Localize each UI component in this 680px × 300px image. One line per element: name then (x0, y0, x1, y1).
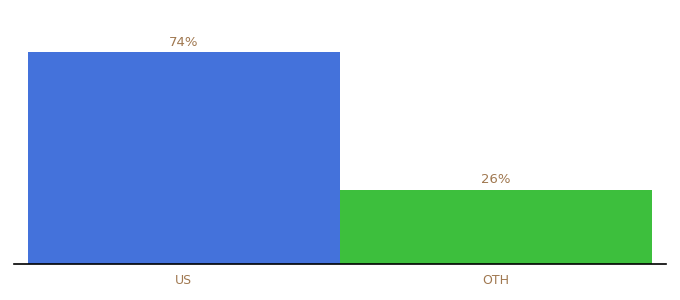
Text: 26%: 26% (481, 173, 511, 186)
Bar (28, 52, 340, 264)
Text: 74%: 74% (169, 36, 199, 49)
Bar (340, 190, 652, 264)
